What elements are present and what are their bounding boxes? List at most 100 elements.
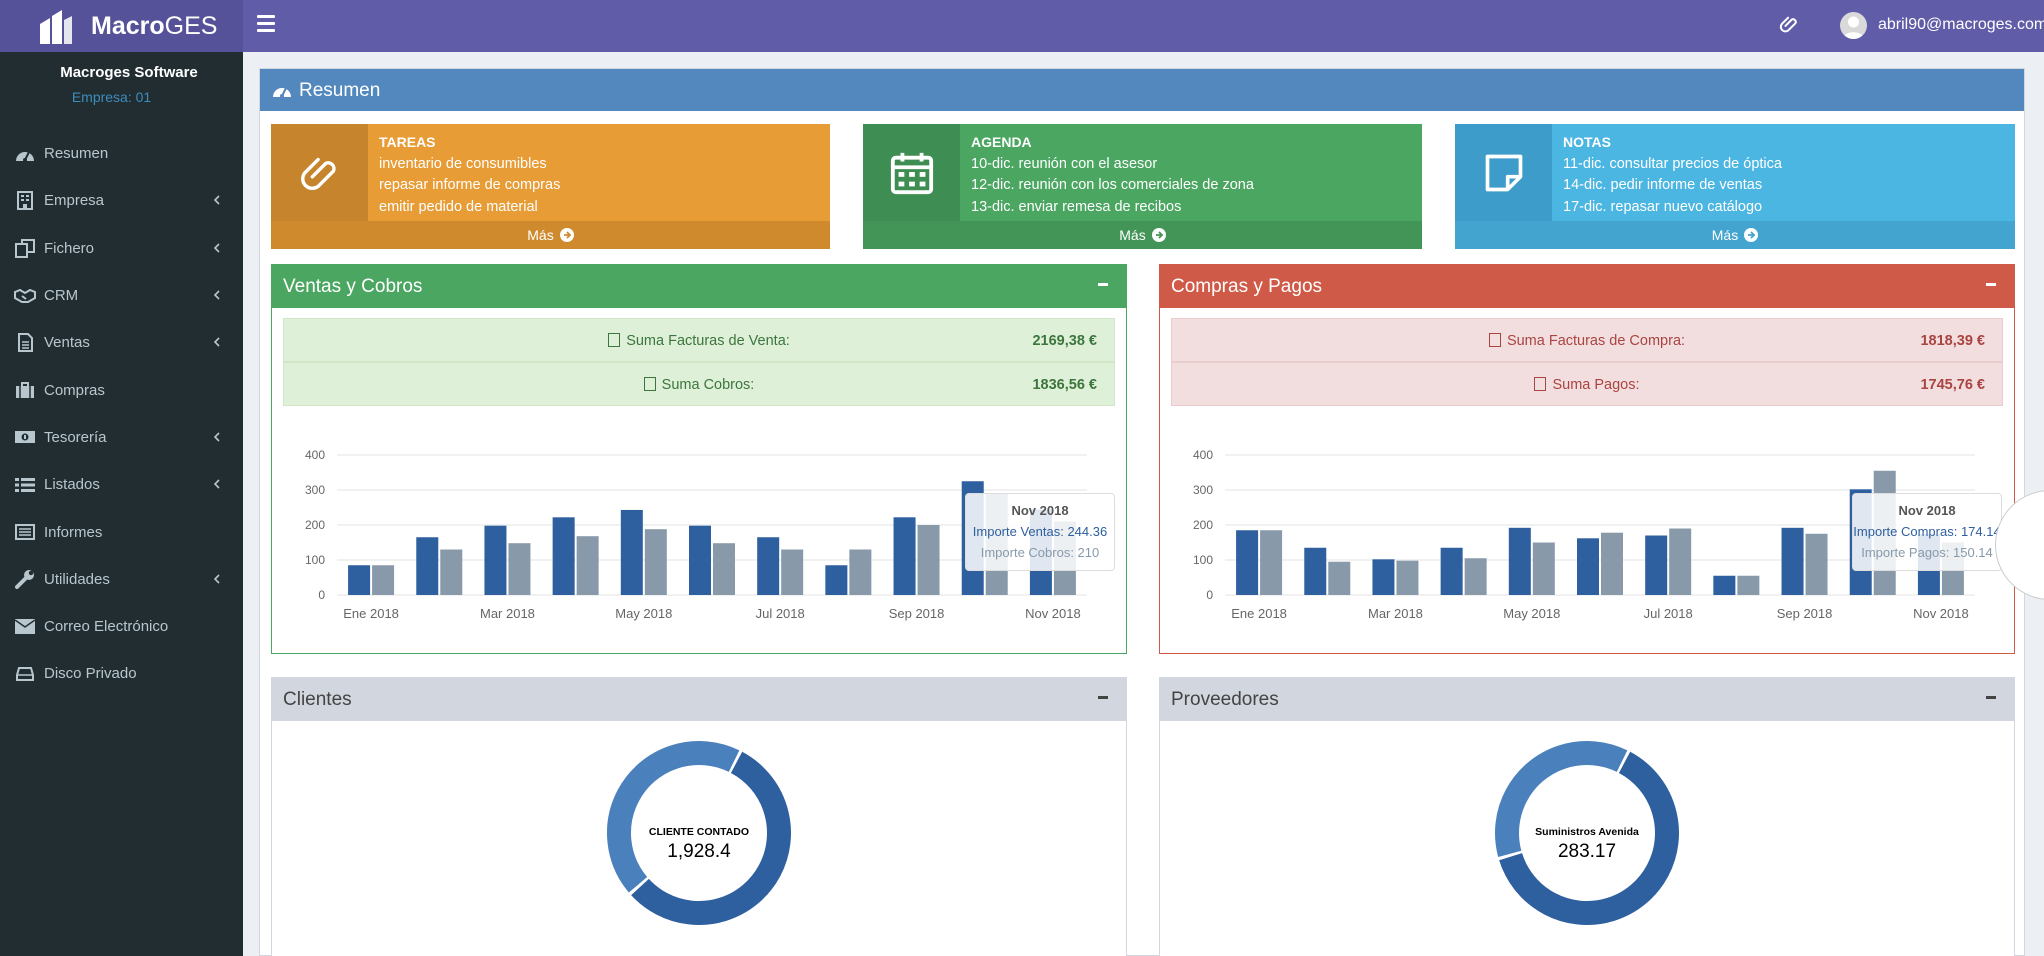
donut-segment (1495, 741, 1679, 926)
user-email[interactable]: abril90@macroges.com (1878, 16, 2044, 33)
notas-text: NOTAS 11-dic. consultar precios de óptic… (1563, 132, 1782, 218)
agenda-box: AGENDA 10-dic. reunión con el asesor 12-… (863, 124, 1422, 249)
sidebar-item-label: Empresa (44, 192, 105, 210)
page-header: Resumen (260, 69, 2024, 111)
donut-center-label: CLIENTE CONTADO 1,928.4 (619, 826, 779, 863)
logo-icon (40, 10, 72, 44)
bar (372, 565, 395, 595)
bar (484, 525, 507, 595)
notas-more-link[interactable]: Más (1455, 221, 2015, 249)
sidebar-item-empresa[interactable]: Empresa (0, 177, 243, 224)
sidebar-item-label: Disco Privado (44, 665, 137, 683)
sidebar-item-ventas[interactable]: Ventas (0, 319, 243, 366)
sidebar-item-fichero[interactable]: Fichero (0, 225, 243, 272)
ventas-title: Ventas y Cobros (283, 276, 423, 297)
sidebar-item-listados[interactable]: Listados (0, 461, 243, 508)
clientes-donut-chart (607, 741, 791, 926)
agenda-line: 12-dic. reunión con los comerciales de z… (971, 177, 1254, 193)
sidebar-item-utilidades[interactable]: Utilidades (0, 556, 243, 603)
sidebar-item-informes[interactable]: Informes (0, 508, 243, 555)
document-icon (643, 377, 656, 391)
company-code[interactable]: Empresa: 01 (71, 89, 152, 105)
sidebar-item-tesoreria[interactable]: Tesorería (0, 414, 243, 461)
donut-segment (1495, 741, 1679, 926)
sidebar-item-correo[interactable]: Correo Electrónico (0, 603, 243, 650)
tooltip-line: Importe Ventas: 244.36 (972, 524, 1108, 539)
sticky-note-icon (1455, 124, 1552, 221)
document-icon (1488, 333, 1501, 347)
sidebar-item-compras[interactable]: Compras (0, 366, 243, 413)
logo[interactable]: MacroGES (0, 0, 243, 52)
sidebar-item-disco[interactable]: Disco Privado (0, 650, 243, 697)
envelope-icon (14, 617, 36, 637)
y-tick-label: 400 (305, 448, 325, 462)
handshake-icon (14, 286, 36, 306)
sidebar: Macroges Software Empresa: 01 Resumen Em… (0, 52, 243, 956)
collapse-button[interactable] (1984, 689, 2000, 705)
wrench-icon (14, 569, 36, 590)
notas-line: 17-dic. repasar nuevo catálogo (1563, 198, 1763, 215)
tooltip-line: Importe Pagos: 150.14 (1861, 545, 1993, 560)
tooltip-title: Nov 2018 (1011, 503, 1069, 518)
collapse-button[interactable] (1984, 276, 2000, 292)
agenda-title: AGENDA (971, 134, 1032, 150)
compras-title: Compras y Pagos (1171, 276, 1323, 297)
tareas-line: repasar informe de compras (379, 177, 561, 193)
report-icon (14, 522, 36, 542)
sum-label: Suma Pagos: (1552, 377, 1640, 393)
tareas-more-link[interactable]: Más (271, 221, 830, 249)
x-tick-label: Ene 2018 (343, 606, 399, 621)
clientes-header: Clientes (272, 678, 1126, 721)
company-info: Macroges Software Empresa: 01 (0, 64, 243, 105)
collapse-button[interactable] (1096, 689, 1112, 705)
briefcase-icon (14, 380, 36, 400)
paperclip-icon (271, 124, 368, 221)
proveedores-title: Proveedores (1171, 689, 1279, 710)
x-tick-label: Nov 2018 (1913, 606, 1969, 621)
files-icon (14, 238, 36, 258)
bar (1304, 547, 1327, 595)
user-avatar[interactable] (1840, 12, 1867, 39)
bar (781, 549, 804, 595)
donut-value: 1,928.4 (667, 841, 731, 862)
sidebar-item-label: Listados (44, 476, 100, 494)
donut-segment (607, 741, 791, 926)
proveedores-donut-chart (1495, 741, 1679, 926)
arrow-circle-right-icon (1744, 228, 1759, 242)
chart-tooltip: Nov 2018 Importe Ventas: 244.36 Importe … (965, 493, 1115, 571)
top-navbar: MacroGES abril90@macroges.com (0, 0, 2044, 52)
donut-name: CLIENTE CONTADO (648, 826, 750, 838)
bar (849, 549, 872, 595)
more-label: Más (1711, 227, 1739, 243)
bar (1532, 542, 1555, 595)
bar (1396, 560, 1419, 595)
more-label: Más (1119, 227, 1146, 243)
paperclip-icon[interactable] (1779, 14, 1801, 36)
clientes-panel: Clientes CLIENTE CONTADO 1,928.4 (271, 677, 1127, 956)
y-tick-label: 0 (1206, 588, 1213, 602)
sidebar-item-resumen[interactable]: Resumen (0, 130, 243, 177)
proveedores-panel: Proveedores Suministros Avenida 283.17 (1159, 677, 2015, 956)
chevron-left-icon (213, 195, 220, 205)
x-tick-label: Mar 2018 (480, 606, 535, 621)
y-tick-label: 0 (318, 588, 325, 602)
collapse-button[interactable] (1096, 276, 1112, 292)
sidebar-item-label: Ventas (44, 334, 90, 352)
sum-label: Suma Facturas de Compra: (1506, 333, 1686, 349)
bar (508, 543, 531, 595)
x-tick-label: Sep 2018 (1777, 606, 1833, 621)
notas-title: NOTAS (1563, 134, 1611, 150)
agenda-more-link[interactable]: Más (863, 221, 1422, 249)
sidebar-item-label: Tesorería (44, 428, 107, 446)
donut-segment (607, 741, 791, 926)
compras-header: Compras y Pagos (1160, 265, 2014, 308)
donut-value: 283.17 (1557, 841, 1617, 862)
sidebar-item-crm[interactable]: CRM (0, 272, 243, 319)
chart-tooltip: Nov 2018 Importe Compras: 174.14 Importe… (1852, 493, 2002, 571)
arrow-circle-right-icon (1151, 228, 1166, 242)
sidebar-menu: Resumen Empresa Fichero CRM Ventas Compr… (0, 130, 243, 698)
bar (1508, 527, 1531, 595)
sidebar-item-label: Informes (44, 523, 103, 541)
menu-toggle-button[interactable] (257, 15, 275, 35)
bar (620, 509, 643, 595)
